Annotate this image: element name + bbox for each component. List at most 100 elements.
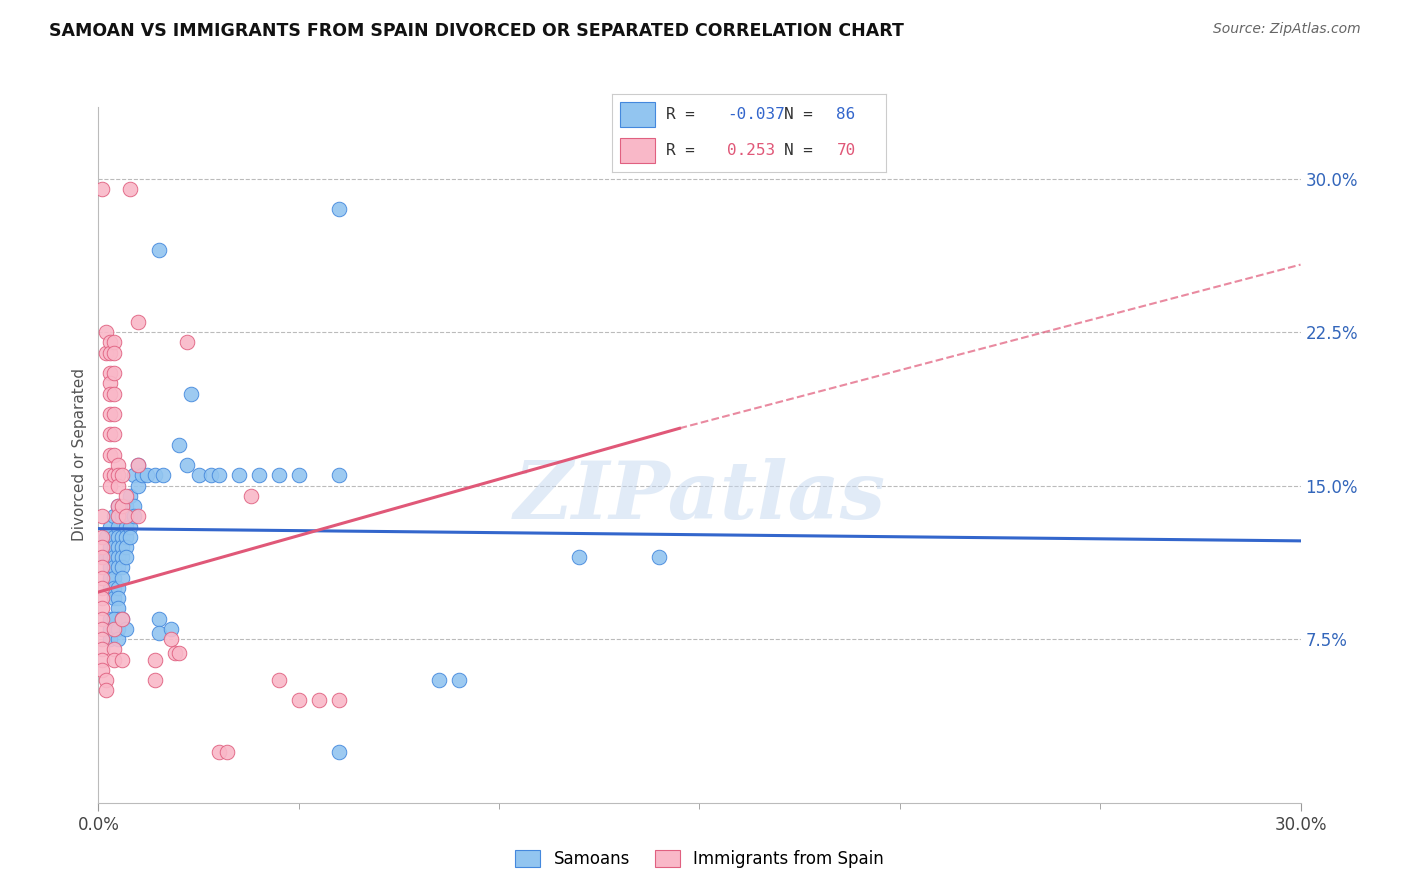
Point (159, 622, 181, 636)
Point (91, 591, 114, 606)
Point (328, 202, 350, 217)
Text: 0.253: 0.253 (727, 143, 775, 158)
Point (103, 622, 125, 636)
Point (100, 407, 122, 421)
Point (103, 612, 125, 626)
Point (111, 540, 134, 554)
Point (124, 468, 146, 483)
Point (96, 325, 118, 339)
Point (107, 499, 129, 513)
Point (308, 693, 330, 707)
Point (91, 652, 114, 666)
Point (91, 581, 114, 595)
Point (128, 478, 150, 492)
Point (128, 509, 150, 524)
Text: R =: R = (666, 143, 714, 158)
Point (103, 581, 125, 595)
Point (143, 652, 166, 666)
Point (208, 468, 231, 483)
Point (143, 468, 166, 483)
Point (328, 745, 350, 759)
Point (107, 478, 129, 492)
Point (115, 530, 138, 544)
Point (148, 612, 170, 626)
Point (648, 550, 671, 565)
Point (107, 509, 129, 524)
Point (120, 182, 142, 196)
Point (103, 591, 125, 606)
Point (288, 468, 311, 483)
Point (247, 468, 270, 483)
Point (128, 458, 150, 472)
Text: N =: N = (785, 107, 823, 122)
Point (148, 244, 170, 258)
Point (176, 458, 198, 472)
Point (111, 571, 134, 585)
Point (107, 499, 129, 513)
Point (111, 468, 134, 483)
Point (107, 632, 129, 646)
Point (103, 530, 125, 544)
Point (91, 182, 114, 196)
Point (107, 560, 129, 574)
Legend: Samoans, Immigrants from Spain: Samoans, Immigrants from Spain (509, 843, 890, 874)
Point (115, 489, 138, 503)
Text: Source: ZipAtlas.com: Source: ZipAtlas.com (1213, 22, 1361, 37)
Point (111, 550, 134, 565)
Point (100, 560, 122, 574)
Point (96, 345, 118, 359)
Point (100, 427, 122, 442)
Point (208, 745, 231, 759)
Point (115, 499, 138, 513)
Point (148, 626, 170, 640)
Text: N =: N = (785, 143, 823, 158)
Point (103, 540, 125, 554)
Point (131, 468, 153, 483)
Point (124, 499, 146, 513)
Point (167, 647, 190, 661)
Point (103, 427, 125, 442)
Point (100, 571, 122, 585)
Point (568, 550, 591, 565)
Point (111, 499, 134, 513)
Point (115, 509, 138, 524)
Point (103, 366, 125, 380)
Point (100, 335, 122, 350)
Point (100, 376, 122, 391)
Point (96, 530, 118, 544)
Point (100, 519, 122, 533)
Point (100, 540, 122, 554)
Point (100, 612, 122, 626)
Point (111, 612, 134, 626)
Point (128, 315, 150, 329)
Point (111, 560, 134, 574)
Y-axis label: Divorced or Separated: Divorced or Separated (72, 368, 87, 541)
Point (91, 632, 114, 646)
Point (91, 530, 114, 544)
Point (100, 386, 122, 401)
Point (103, 509, 125, 524)
Point (447, 673, 470, 687)
Point (96, 550, 118, 565)
Point (427, 673, 450, 687)
Point (91, 612, 114, 626)
Point (120, 519, 142, 533)
Point (115, 622, 138, 636)
Point (96, 673, 118, 687)
Point (103, 386, 125, 401)
Point (152, 468, 174, 483)
Point (103, 642, 125, 657)
Point (328, 693, 350, 707)
Text: SAMOAN VS IMMIGRANTS FROM SPAIN DIVORCED OR SEPARATED CORRELATION CHART: SAMOAN VS IMMIGRANTS FROM SPAIN DIVORCED… (49, 22, 904, 40)
Point (200, 468, 222, 483)
Point (91, 540, 114, 554)
Point (128, 458, 150, 472)
Point (215, 745, 238, 759)
Point (100, 468, 122, 483)
Point (91, 550, 114, 565)
Text: ZIPatlas: ZIPatlas (513, 458, 886, 535)
Bar (620, 137, 655, 162)
Point (120, 530, 142, 544)
Point (107, 540, 129, 554)
Point (143, 673, 166, 687)
